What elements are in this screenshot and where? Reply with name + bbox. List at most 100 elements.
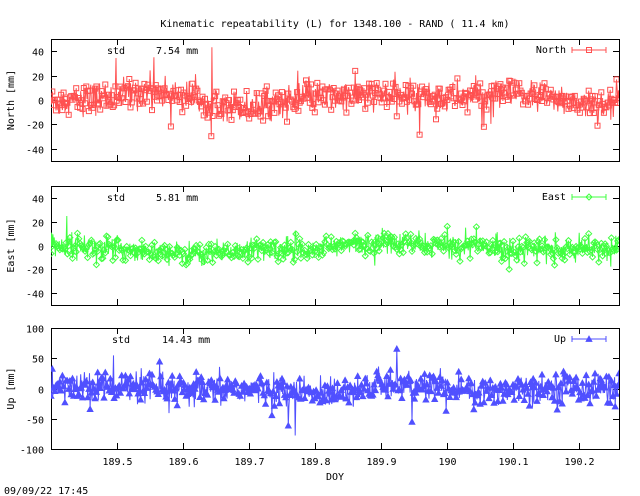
- data-point: [410, 82, 417, 89]
- data-point: [173, 243, 181, 252]
- data-point: [612, 390, 619, 397]
- data-point: [578, 379, 587, 386]
- data-point: [54, 382, 63, 390]
- data-point: [178, 259, 187, 268]
- data-point: [430, 236, 439, 244]
- data-point: [121, 256, 130, 265]
- data-point: [370, 380, 378, 388]
- panels: 40 20 0 -20 -40 North [mm] std 7.54 mm North 40 20…: [6, 39, 620, 483]
- data-point: [80, 244, 88, 253]
- data-point: [432, 377, 440, 385]
- legend-marker: [586, 47, 592, 53]
- data-point: [362, 105, 369, 112]
- std-label: std: [112, 335, 130, 346]
- data-point: [558, 399, 566, 407]
- data-point: [583, 104, 590, 111]
- data-point: [203, 390, 212, 398]
- data-point: [605, 372, 613, 380]
- data-point: [585, 87, 592, 94]
- data-point: [591, 369, 599, 377]
- data-point: [568, 94, 574, 101]
- data-point: [338, 392, 347, 400]
- data-point: [99, 254, 107, 263]
- x-tick-label: 190.1: [498, 457, 528, 468]
- x-tick-label: 190.2: [564, 457, 594, 468]
- data-point: [196, 240, 204, 249]
- data-point: [584, 97, 591, 104]
- data-point: [436, 243, 444, 251]
- data-point: [192, 368, 200, 375]
- data-point: [162, 91, 169, 98]
- data-point: [83, 393, 92, 401]
- data-point: [457, 375, 465, 383]
- data-point: [224, 375, 232, 383]
- data-point: [586, 247, 594, 256]
- data-point: [532, 378, 540, 386]
- data-point: [540, 236, 549, 244]
- data-point: [172, 384, 180, 392]
- data-point: [290, 255, 299, 264]
- data-point: [507, 78, 514, 85]
- data-point: [408, 247, 416, 256]
- data-point: [341, 376, 349, 384]
- data-point: [322, 396, 330, 404]
- data-point: [100, 245, 108, 254]
- data-point: [549, 254, 558, 263]
- data-point: [79, 105, 86, 112]
- data-point: [117, 83, 124, 90]
- y-tick-label: 50: [32, 355, 44, 366]
- data-point: [410, 394, 419, 402]
- data-point: [387, 95, 394, 102]
- data-point: [367, 84, 374, 91]
- data-point: [467, 379, 475, 387]
- data-point: [231, 241, 240, 250]
- data-point: [468, 241, 477, 249]
- data-point: [392, 83, 399, 90]
- data-point: [87, 388, 96, 396]
- data-point: [287, 238, 295, 247]
- data-point: [334, 87, 341, 94]
- data-point: [93, 247, 102, 255]
- data-point: [494, 247, 502, 256]
- data-point: [451, 246, 459, 255]
- data-point: [404, 372, 412, 380]
- y-axis-label: Up [mm]: [6, 367, 17, 409]
- data-point: [337, 246, 346, 255]
- y-tick-label: -20: [26, 266, 44, 277]
- data-point: [452, 393, 460, 401]
- data-point: [311, 109, 318, 116]
- data-point: [472, 223, 481, 231]
- data-point: [135, 85, 142, 92]
- data-point: [420, 248, 429, 257]
- data-point: [82, 377, 90, 385]
- data-point: [186, 255, 194, 264]
- data-point: [550, 261, 559, 269]
- data-point: [274, 257, 282, 266]
- data-point: [382, 80, 389, 87]
- x-tick-label: 190: [438, 457, 456, 468]
- data-point: [133, 246, 141, 254]
- data-point: [483, 106, 490, 113]
- y-tick-label: 0: [38, 243, 44, 254]
- data-point: [165, 97, 172, 103]
- data-point: [157, 86, 164, 93]
- legend-label: Up: [554, 334, 566, 345]
- data-point: [452, 250, 460, 258]
- data-point: [538, 370, 546, 378]
- data-point: [143, 248, 151, 256]
- data-point: [562, 387, 570, 395]
- data-point: [595, 258, 603, 266]
- data-point: [73, 85, 80, 92]
- data-point: [261, 246, 270, 254]
- data-point: [520, 396, 528, 403]
- data-point: [601, 383, 609, 391]
- data-point: [579, 104, 586, 111]
- data-point: [82, 100, 89, 107]
- data-point: [56, 377, 64, 385]
- data-point: [61, 398, 69, 406]
- data-point: [312, 240, 320, 249]
- data-point: [316, 243, 324, 251]
- data-point: [587, 110, 593, 117]
- data-point: [521, 233, 530, 241]
- data-point: [588, 253, 597, 261]
